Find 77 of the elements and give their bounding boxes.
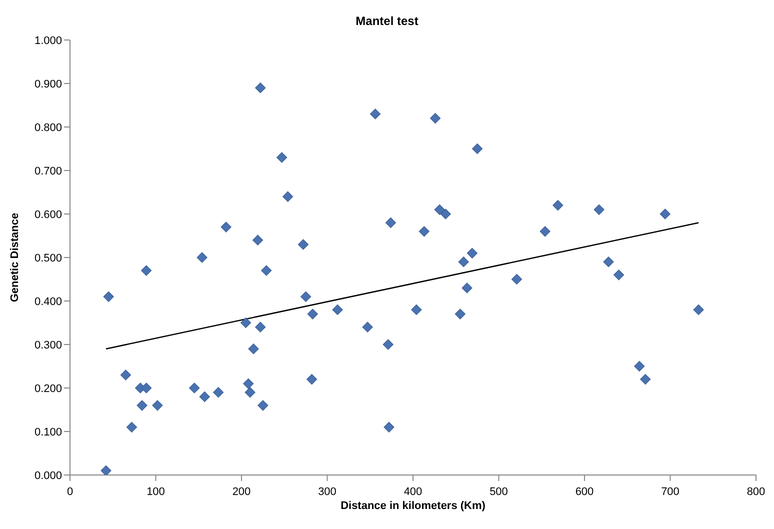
point [418,226,430,237]
point [434,204,445,215]
point [640,374,651,385]
point [411,304,422,315]
point [255,322,266,332]
point [248,344,259,354]
x-tick-label: 500 [490,486,508,498]
point [552,200,564,211]
x-tick-label: 300 [318,486,336,498]
chart-title: Mantel test [354,13,420,30]
point [472,143,483,154]
point [100,465,112,475]
point [276,152,288,163]
x-tick-label: 800 [746,486,766,498]
y-tick-label: 0.300 [34,339,62,352]
y-axis-title: Genetic Distance [8,212,21,302]
point [440,208,451,220]
point [540,226,550,237]
y-tick-label: 0.600 [34,208,62,221]
x-tick-label: 700 [661,486,680,498]
point [384,422,394,432]
x-axis-title: Distance in kilometers (Km) [340,500,486,512]
y-tick-label: 0.900 [34,78,62,90]
x-tick-label: 400 [404,486,422,498]
point [196,252,208,263]
x-tick-label: 0 [66,486,74,498]
point [258,400,268,411]
point [660,208,670,220]
point [141,265,152,276]
point [244,387,256,398]
point [213,387,224,398]
point [454,308,466,320]
point [382,339,394,350]
point [261,265,272,276]
y-tick-label: 1.000 [34,34,62,47]
point [255,82,266,94]
point [252,234,264,246]
point [282,191,294,202]
point [462,282,472,294]
point [603,256,614,268]
point [141,382,152,394]
point [120,370,132,380]
point [511,274,522,285]
point [300,291,312,302]
point [189,382,200,394]
y-tick-label: 0.000 [34,470,62,482]
point [240,317,252,328]
x-tick-label: 200 [232,486,251,498]
point [220,222,232,232]
point [370,108,381,120]
point [614,270,624,280]
y-tick-label: 0.500 [34,252,62,264]
point [362,322,373,332]
point [430,113,441,124]
y-tick-label: 0.800 [34,122,62,134]
y-tick-label: 0.100 [34,426,62,438]
point [307,308,318,320]
x-tick-label: 100 [146,486,165,498]
point [103,291,114,302]
point [693,304,704,315]
point [385,217,396,228]
point [466,248,478,258]
point [243,378,254,389]
y-tick-label: 0.700 [34,165,62,178]
point [332,304,343,315]
y-tick-label: 0.400 [34,296,62,308]
point [306,374,318,385]
point [126,422,138,432]
point [152,400,163,411]
y-tick-label: 0.200 [34,382,62,395]
point [458,256,469,268]
point [298,239,309,250]
point [594,204,604,215]
point [634,360,645,372]
point [199,391,210,402]
x-tick-label: 600 [575,486,594,498]
point [136,400,148,411]
